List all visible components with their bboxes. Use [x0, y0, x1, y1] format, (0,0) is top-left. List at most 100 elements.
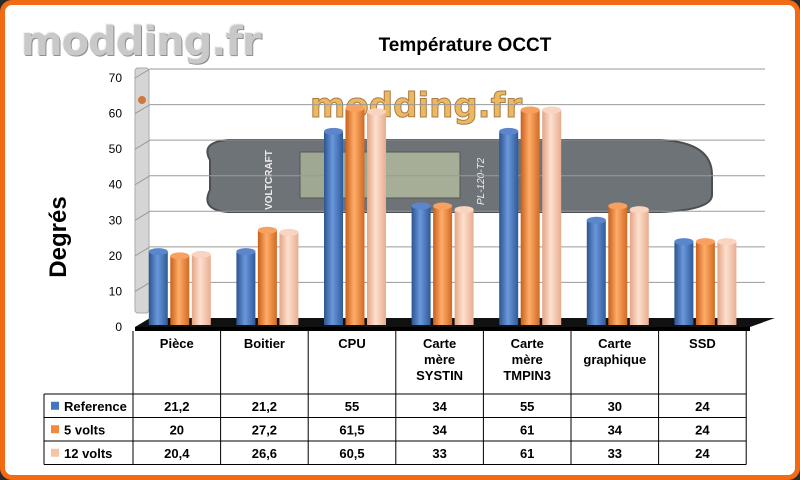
bar-body	[695, 241, 715, 325]
data-label: 34	[432, 422, 447, 437]
data-label: 24	[695, 399, 710, 414]
bar-body	[454, 209, 474, 325]
legend-label: Reference	[64, 399, 127, 414]
bar-body	[717, 241, 737, 325]
bar-cap	[279, 228, 299, 236]
data-label: 61	[520, 446, 534, 461]
bar-cap	[236, 248, 256, 256]
bar-cap	[608, 202, 628, 210]
bar-body	[629, 209, 649, 325]
data-table: Pièce Boitier CPU Carte mère SYSTIN Carte mère T…	[43, 331, 747, 465]
device-led	[138, 96, 146, 104]
data-label: 21,2	[252, 399, 277, 414]
bar-body	[542, 110, 562, 325]
bar-cap	[345, 104, 365, 112]
data-label: 24	[695, 422, 710, 437]
category-label: Carte mère SYSTIN	[416, 336, 463, 383]
legend-swatch	[51, 448, 59, 457]
bar-cap	[695, 238, 715, 246]
bar	[433, 202, 453, 325]
data-label: 20,4	[164, 446, 190, 461]
data-label: 20	[170, 422, 184, 437]
y-tick-label: 70	[109, 71, 123, 85]
y-tick-label: 30	[109, 213, 123, 227]
bar	[279, 228, 299, 325]
bar	[499, 127, 519, 325]
bar-cap	[499, 127, 519, 135]
bar-body	[191, 254, 211, 325]
bars	[148, 104, 737, 326]
bar-cap	[367, 108, 386, 116]
y-tick-label: 50	[109, 142, 123, 156]
data-label: 30	[608, 399, 622, 414]
category-label: CPU	[338, 336, 365, 351]
bar-cap	[717, 238, 737, 246]
bar-cap	[674, 238, 694, 246]
bar	[695, 238, 715, 325]
data-label: 34	[608, 422, 623, 437]
bar-body	[170, 255, 190, 325]
bar-cap	[542, 106, 562, 114]
legend-swatch	[51, 425, 59, 434]
data-label: 61,5	[339, 422, 364, 437]
data-label: 34	[432, 399, 447, 414]
data-label: 24	[695, 446, 710, 461]
bar-body	[608, 206, 628, 325]
bar-body	[520, 110, 540, 325]
category-label: Carte graphique	[583, 336, 646, 367]
bar-body	[324, 131, 343, 325]
gridline	[134, 68, 765, 79]
bar	[454, 206, 474, 325]
bar-body	[586, 220, 606, 325]
bar	[257, 226, 277, 325]
category-label: SSD	[689, 336, 716, 351]
gridline	[134, 104, 765, 115]
category-label: Boitier	[244, 336, 285, 351]
device-lcd-2	[381, 151, 461, 199]
bar-body	[499, 131, 519, 325]
bar-body	[148, 251, 168, 325]
bar-body	[411, 206, 431, 325]
legend-swatch	[51, 401, 59, 410]
data-label: 21,2	[164, 399, 189, 414]
bar-cap	[433, 202, 453, 210]
bar-cap	[411, 202, 431, 210]
y-tick-label: 60	[109, 107, 123, 121]
bar	[324, 127, 343, 325]
y-tick-label: 10	[109, 284, 123, 298]
y-tick-label: 0	[115, 320, 122, 334]
bar	[542, 106, 562, 325]
bar-cap	[586, 216, 606, 224]
y-axis-ticks: 0 10 20 30 40 50 60 70	[109, 71, 123, 334]
bar-body	[236, 251, 256, 325]
bar	[170, 252, 190, 325]
y-tick-label: 40	[109, 178, 123, 192]
bar	[236, 248, 256, 325]
device-model: PL-120-T2	[476, 157, 487, 205]
bar-body	[279, 232, 299, 325]
data-label: 60,5	[339, 446, 364, 461]
data-label: 55	[345, 399, 359, 414]
bar	[674, 238, 694, 325]
category-label: Pièce	[160, 336, 194, 351]
bar-cap	[520, 106, 540, 114]
bar-cap	[257, 226, 277, 234]
bar-cap	[170, 252, 190, 260]
bar	[148, 248, 168, 325]
bar	[520, 106, 540, 325]
bar	[586, 216, 606, 325]
y-tick-label: 20	[109, 249, 123, 263]
bar	[345, 104, 365, 325]
data-label: 61	[520, 422, 534, 437]
bar	[717, 238, 737, 325]
bar-cap	[629, 206, 649, 214]
device-brand: VOLTCRAFT	[264, 150, 275, 210]
bar	[608, 202, 628, 325]
bar-body	[367, 111, 386, 326]
bar-body	[257, 230, 277, 325]
photo-watermark: modding.fr	[310, 86, 522, 126]
data-label: 33	[432, 446, 446, 461]
bar	[411, 202, 431, 325]
bar	[191, 250, 211, 325]
